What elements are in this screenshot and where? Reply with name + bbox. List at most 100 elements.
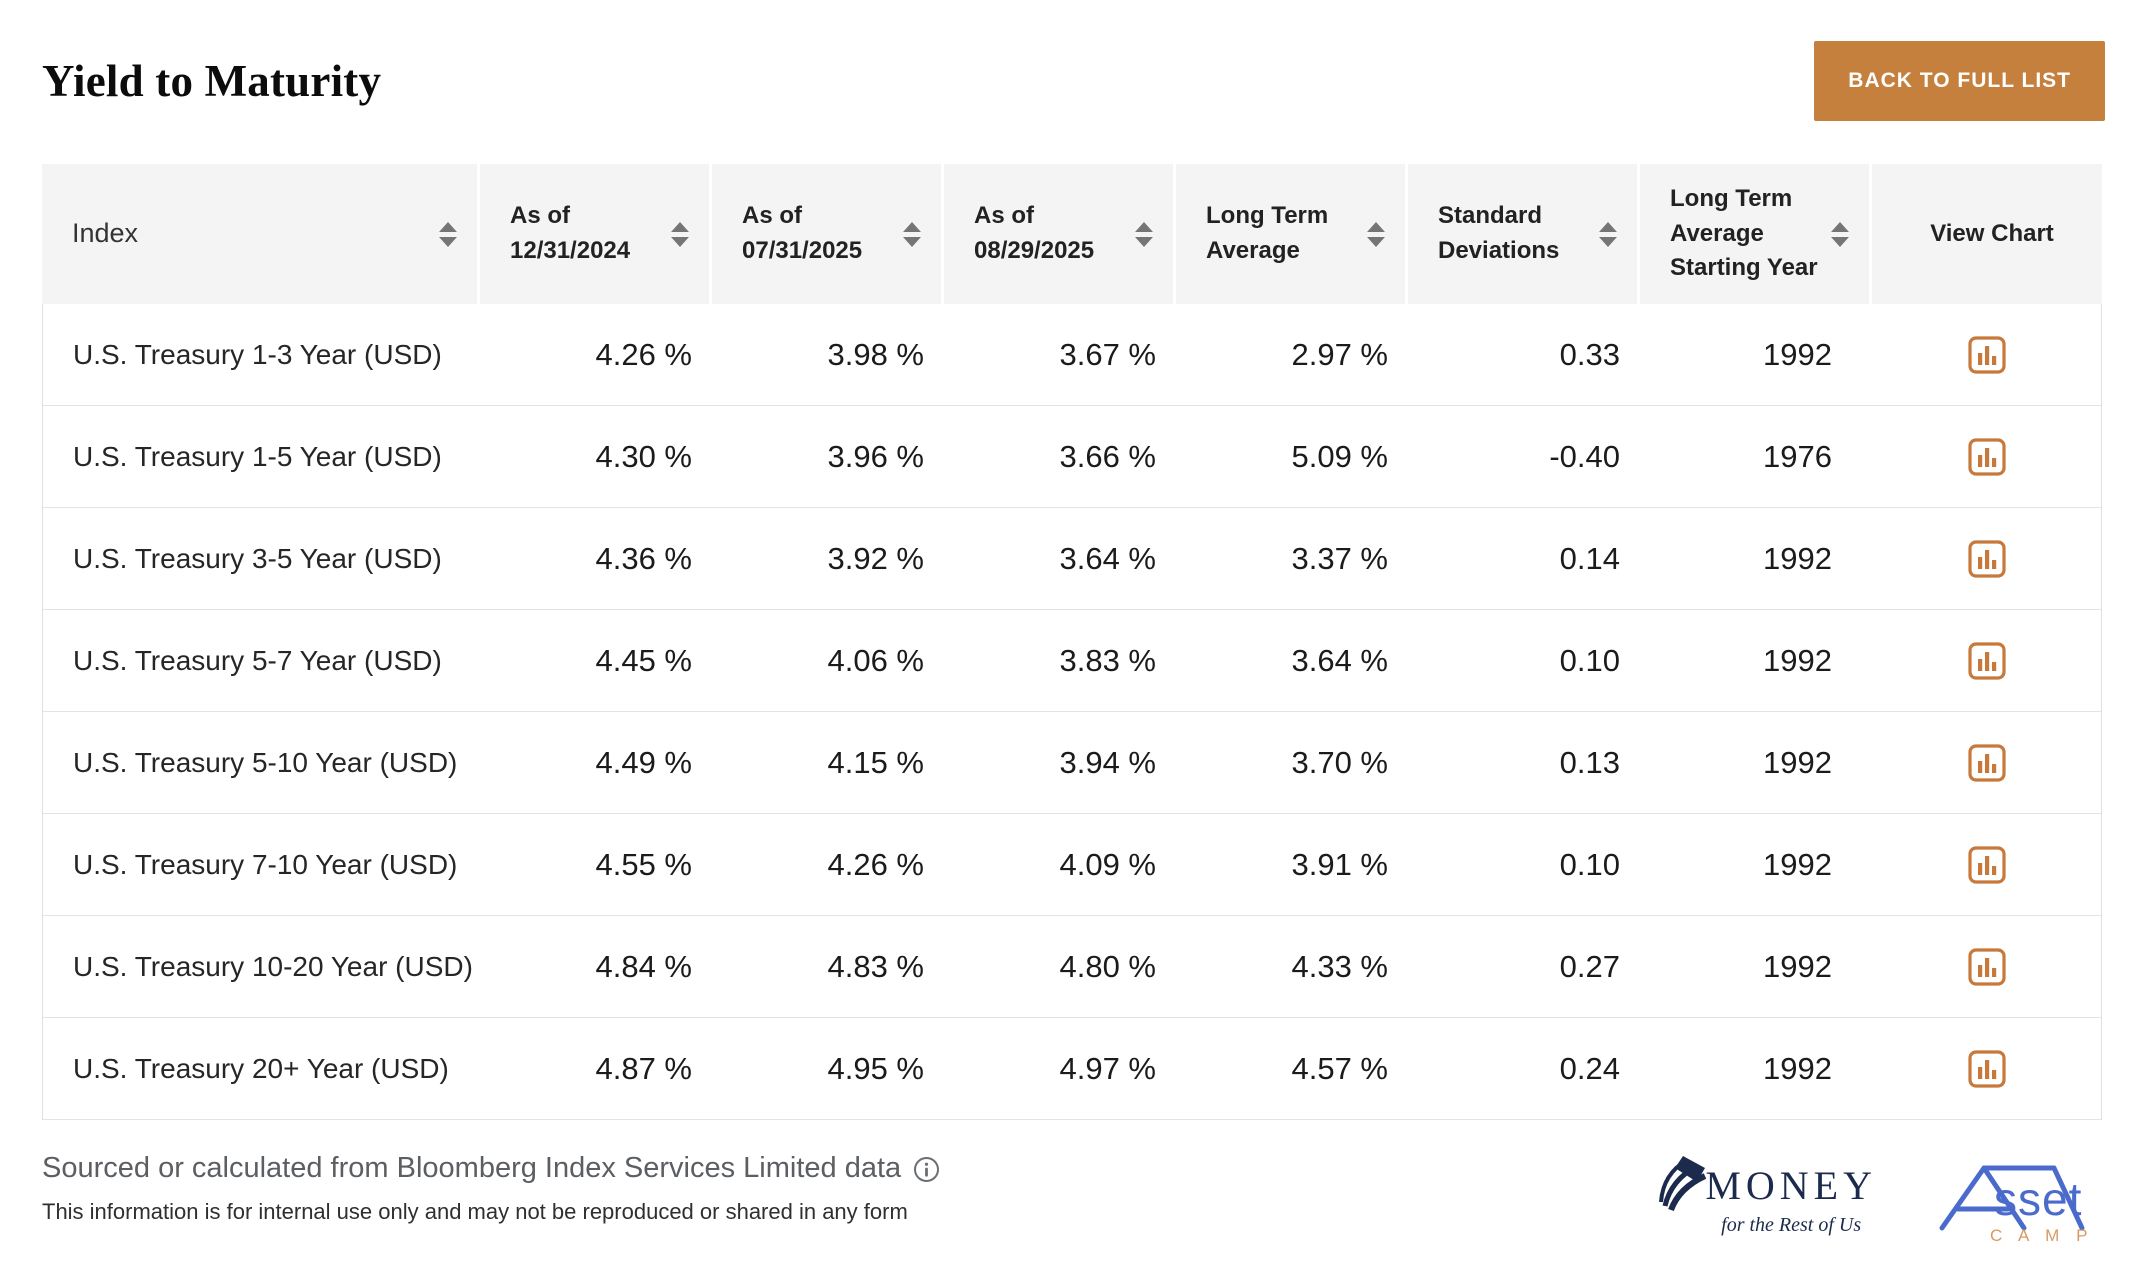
value-cell: 4.30 %	[595, 438, 692, 474]
value-cell: 0.10	[1559, 642, 1620, 678]
value-cell: 4.15 %	[827, 744, 924, 780]
table-row: U.S. Treasury 7-10 Year (USD) 4.55 % 4.2…	[43, 814, 2101, 916]
sort-arrows-icon[interactable]	[1831, 221, 1849, 247]
value-cell: 3.92 %	[827, 540, 924, 576]
sort-arrows-icon[interactable]	[1367, 221, 1385, 247]
value-cell: 0.33	[1559, 336, 1620, 372]
table-row: U.S. Treasury 20+ Year (USD) 4.87 % 4.95…	[43, 1018, 2101, 1120]
column-header-as-of-08-29-2025[interactable]: As of 08/29/2025	[941, 164, 1173, 304]
value-cell: 0.10	[1559, 846, 1620, 882]
column-header-as-of-12-31-2024[interactable]: As of 12/31/2024	[477, 164, 709, 304]
value-cell: 3.67 %	[1059, 336, 1156, 372]
view-chart-button[interactable]	[1965, 435, 2009, 479]
bar-chart-icon	[1967, 743, 2006, 782]
index-name-cell: U.S. Treasury 7-10 Year (USD)	[73, 848, 458, 880]
value-cell: 0.14	[1559, 540, 1620, 576]
column-header-label: Index	[72, 218, 139, 249]
sort-arrows-icon[interactable]	[903, 221, 921, 247]
bar-chart-icon	[1967, 641, 2006, 680]
table-header-row: Index As of 12/31/2024 As of 07/31/2025 …	[42, 164, 2102, 304]
value-cell: 4.36 %	[595, 540, 692, 576]
sort-arrows-icon[interactable]	[671, 221, 689, 247]
column-header-long-term-average[interactable]: Long Term Average	[1173, 164, 1405, 304]
value-cell: 4.49 %	[595, 744, 692, 780]
sort-arrows-icon[interactable]	[1599, 221, 1617, 247]
view-chart-button[interactable]	[1965, 537, 2009, 581]
value-cell: 4.55 %	[595, 846, 692, 882]
sort-arrows-icon[interactable]	[439, 221, 457, 247]
column-header-label: As of 08/29/2025	[974, 202, 1095, 264]
starting-year-cell: 1992	[1763, 846, 1832, 882]
index-name-cell: U.S. Treasury 10-20 Year (USD)	[73, 950, 473, 982]
starting-year-cell: 1992	[1763, 642, 1832, 678]
table-row: U.S. Treasury 3-5 Year (USD) 4.36 % 3.92…	[43, 508, 2101, 610]
value-cell: 3.98 %	[827, 336, 924, 372]
value-cell: 0.24	[1559, 1050, 1620, 1086]
index-name-cell: U.S. Treasury 1-3 Year (USD)	[73, 338, 442, 370]
column-header-long-term-average-starting-year[interactable]: Long Term Average Starting Year	[1637, 164, 1869, 304]
value-cell: 4.80 %	[1059, 948, 1156, 984]
index-name-cell: U.S. Treasury 3-5 Year (USD)	[73, 542, 442, 574]
value-cell: 3.96 %	[827, 438, 924, 474]
view-chart-button[interactable]	[1965, 843, 2009, 887]
index-name-cell: U.S. Treasury 5-7 Year (USD)	[73, 644, 442, 676]
column-header-standard-deviations[interactable]: Standard Deviations	[1405, 164, 1637, 304]
bar-chart-icon	[1967, 1049, 2006, 1088]
value-cell: 4.09 %	[1059, 846, 1156, 882]
source-note: Sourced or calculated from Bloomberg Ind…	[42, 1152, 902, 1184]
column-header-index[interactable]: Index	[42, 164, 477, 304]
column-header-as-of-07-31-2025[interactable]: As of 07/31/2025	[709, 164, 941, 304]
value-cell: 3.94 %	[1059, 744, 1156, 780]
value-cell: 4.84 %	[595, 948, 692, 984]
footer: Sourced or calculated from Bloomberg Ind…	[42, 1152, 2105, 1252]
value-cell: 0.13	[1559, 744, 1620, 780]
view-chart-button[interactable]	[1965, 945, 2009, 989]
topbar: Yield to Maturity BACK TO FULL LIST	[42, 40, 2105, 122]
value-cell: 4.97 %	[1059, 1050, 1156, 1086]
value-cell: 4.06 %	[827, 642, 924, 678]
column-header-label: Standard Deviations	[1438, 202, 1560, 264]
table-row: U.S. Treasury 1-5 Year (USD) 4.30 % 3.96…	[43, 406, 2101, 508]
bar-chart-icon	[1967, 335, 2006, 374]
table-row: U.S. Treasury 10-20 Year (USD) 4.84 % 4.…	[43, 916, 2101, 1018]
value-cell: 4.33 %	[1291, 948, 1388, 984]
starting-year-cell: 1976	[1763, 438, 1832, 474]
info-icon[interactable]	[913, 1156, 940, 1183]
money-for-the-rest-of-us-logo: MONEY for the Rest of Us	[1653, 1152, 1877, 1237]
bar-chart-icon	[1967, 539, 2006, 578]
value-cell: 5.09 %	[1291, 438, 1388, 474]
view-chart-button[interactable]	[1965, 741, 2009, 785]
value-cell: 4.57 %	[1291, 1050, 1388, 1086]
bar-chart-icon	[1967, 947, 2006, 986]
paper-fan-icon	[1659, 1156, 1707, 1212]
view-chart-button[interactable]	[1965, 639, 2009, 683]
view-chart-button[interactable]	[1965, 333, 2009, 377]
value-cell: 3.91 %	[1291, 846, 1388, 882]
value-cell: 4.95 %	[827, 1050, 924, 1086]
page-title: Yield to Maturity	[42, 56, 382, 106]
bar-chart-icon	[1967, 437, 2006, 476]
value-cell: 3.64 %	[1059, 540, 1156, 576]
table-row: U.S. Treasury 1-3 Year (USD) 4.26 % 3.98…	[43, 304, 2101, 406]
index-name-cell: U.S. Treasury 5-10 Year (USD)	[73, 746, 458, 778]
column-header-label: As of 07/31/2025	[742, 202, 863, 264]
sort-arrows-icon[interactable]	[1135, 221, 1153, 247]
back-to-full-list-button[interactable]: BACK TO FULL LIST	[1814, 41, 2105, 121]
column-header-label: Long Term Average Starting Year	[1670, 184, 1818, 282]
value-cell: 3.83 %	[1059, 642, 1156, 678]
assetcamp-logo-word: sset	[1994, 1173, 2082, 1225]
starting-year-cell: 1992	[1763, 744, 1832, 780]
footer-notes: Sourced or calculated from Bloomberg Ind…	[42, 1152, 940, 1225]
view-chart-button[interactable]	[1965, 1047, 2009, 1091]
index-name-cell: U.S. Treasury 20+ Year (USD)	[73, 1052, 449, 1084]
value-cell: 2.97 %	[1291, 336, 1388, 372]
value-cell: 4.83 %	[827, 948, 924, 984]
column-header-view-chart: View Chart	[1869, 164, 2102, 304]
footer-logos: MONEY for the Rest of Us sset C A M P	[1653, 1152, 2105, 1252]
money-logo-word: MONEY	[1705, 1163, 1877, 1208]
assetcamp-logo: sset C A M P	[1939, 1165, 2087, 1245]
column-header-label: As of 12/31/2024	[510, 202, 631, 264]
value-cell: 3.37 %	[1291, 540, 1388, 576]
value-cell: 4.45 %	[595, 642, 692, 678]
